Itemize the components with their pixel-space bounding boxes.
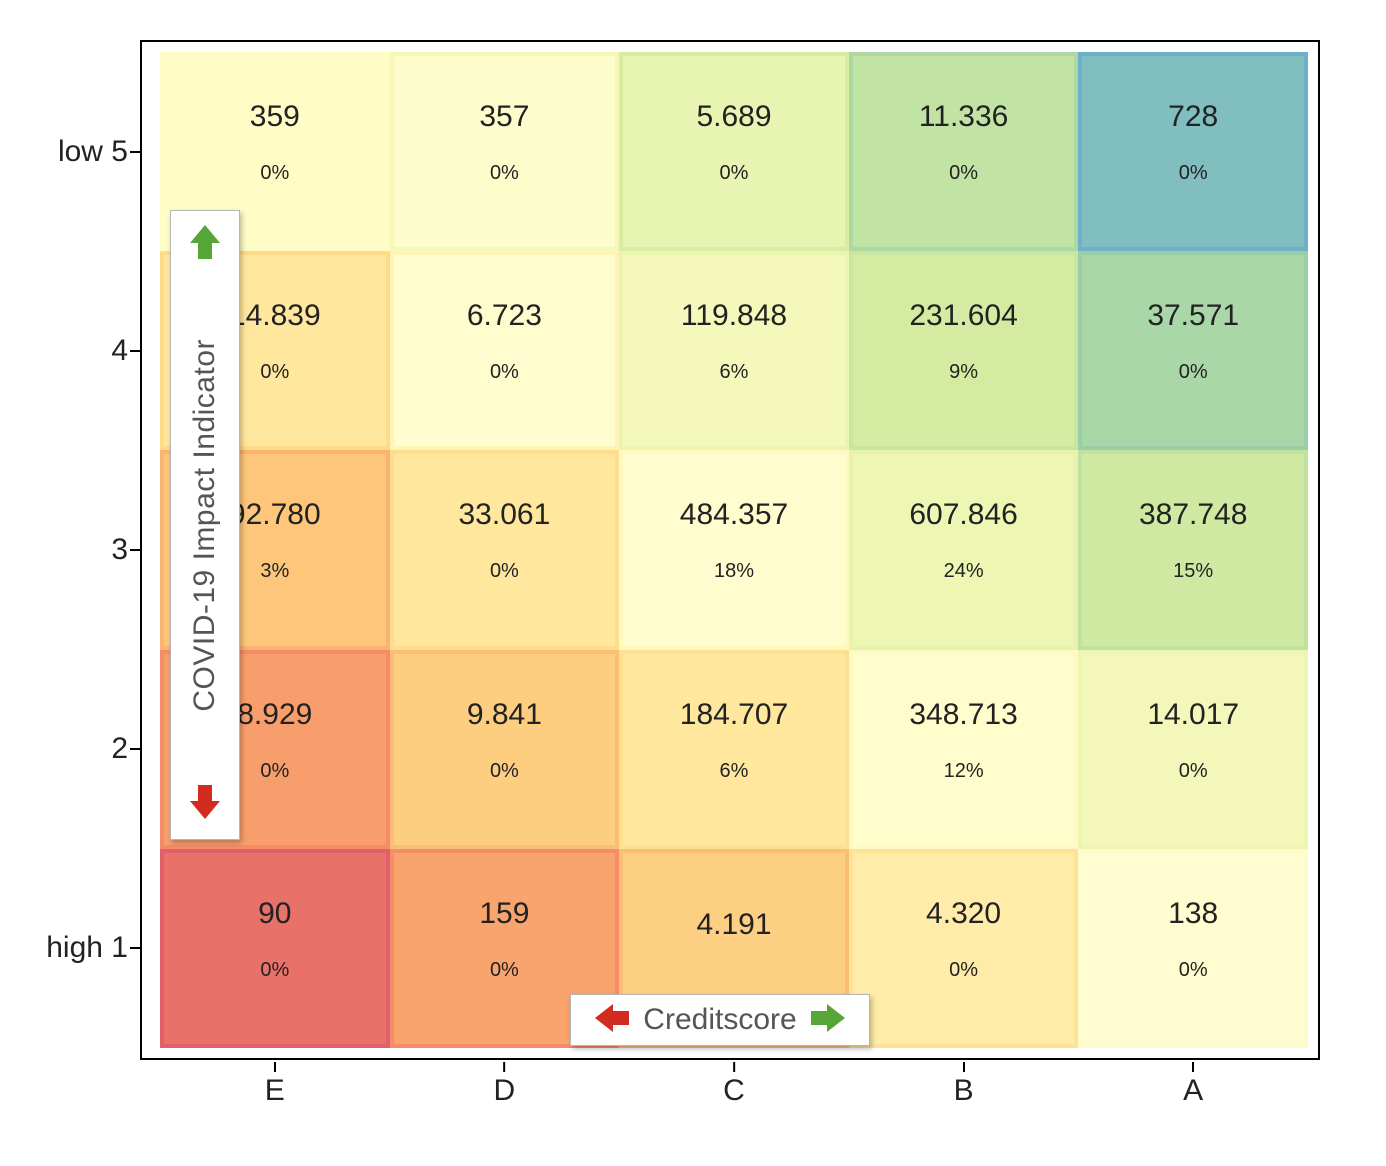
heatmap-cell: 4.320 0% [849, 849, 1079, 1048]
heatmap-cell: 231.604 9% [849, 251, 1079, 450]
cell-value: 119.848 [681, 299, 787, 333]
x-axis-label: Creditscore [643, 1003, 796, 1037]
cell-value: 14.017 [1147, 698, 1239, 732]
cell-value: 9.841 [467, 698, 542, 732]
cell-value: 159 [479, 897, 529, 931]
cell-percent: 9% [949, 361, 978, 384]
cell-percent: 0% [490, 361, 519, 384]
cell-percent: 0% [490, 162, 519, 185]
cell-value: 4.191 [696, 908, 771, 942]
arrow-up-icon [190, 225, 220, 265]
heatmap-cell: 484.357 18% [619, 450, 849, 649]
cell-value: 484.357 [680, 498, 788, 532]
cell-value: 37.571 [1147, 299, 1239, 333]
cell-percent: 0% [1179, 959, 1208, 982]
cell-percent: 0% [260, 162, 289, 185]
heatmap-cell: 90 0% [160, 849, 390, 1048]
cell-percent: 0% [720, 162, 749, 185]
heatmap-cell: 5.689 0% [619, 52, 849, 251]
y-tick-label: 3 [34, 533, 128, 567]
cell-percent: 0% [1179, 361, 1208, 384]
heatmap-cell: 33.061 0% [390, 450, 620, 649]
cell-value: 348.713 [909, 698, 1017, 732]
heatmap-cell: 6.723 0% [390, 251, 620, 450]
y-tick-label: low 5 [34, 135, 128, 169]
cell-percent: 6% [720, 361, 749, 384]
y-tick-label: high 1 [34, 931, 128, 965]
heatmap-cell: 607.846 24% [849, 450, 1079, 649]
heatmap-cell: 37.571 0% [1078, 251, 1308, 450]
cell-percent: 15% [1173, 560, 1213, 583]
cell-percent: 0% [260, 361, 289, 384]
cell-value: 607.846 [909, 498, 1017, 532]
heatmap-cell: 728 0% [1078, 52, 1308, 251]
y-axis: low 5 4 3 2 high 1 [30, 40, 128, 1060]
cell-percent: 18% [714, 560, 754, 583]
x-tick-label: C [723, 1074, 745, 1108]
cell-value: 231.604 [909, 299, 1017, 333]
cell-value: 728 [1168, 100, 1218, 134]
cell-percent: 24% [944, 560, 984, 583]
cell-value: 5.689 [696, 100, 771, 134]
cell-value: 11.336 [919, 100, 1009, 134]
x-tick-label: B [954, 1074, 974, 1108]
x-tick-label: A [1183, 1074, 1203, 1108]
cell-percent: 0% [490, 560, 519, 583]
cell-value: 184.707 [680, 698, 788, 732]
heatmap-cell: 119.848 6% [619, 251, 849, 450]
heatmap-cell: 387.748 15% [1078, 450, 1308, 649]
heatmap-cell: 138 0% [1078, 849, 1308, 1048]
cell-value: 8.929 [237, 698, 312, 732]
cell-percent: 3% [260, 560, 289, 583]
cell-value: 33.061 [459, 498, 551, 532]
cell-value: 138 [1168, 897, 1218, 931]
arrow-right-icon [811, 1002, 845, 1038]
cell-percent: 0% [260, 760, 289, 783]
heatmap-chart: 3590%3570%5.6890%11.3360%7280%14.8390%6.… [30, 30, 1356, 1136]
heatmap-cell: 184.707 6% [619, 650, 849, 849]
heatmap-cell: 11.336 0% [849, 52, 1079, 251]
cell-percent: 0% [490, 760, 519, 783]
y-tick-label: 4 [34, 334, 128, 368]
y-axis-label-callout: COVID-19 Impact Indicator [170, 210, 240, 840]
cell-percent: 0% [949, 959, 978, 982]
cell-percent: 0% [949, 162, 978, 185]
x-tick-label: D [494, 1074, 516, 1108]
heatmap-grid: 3590%3570%5.6890%11.3360%7280%14.8390%6.… [160, 52, 1308, 1048]
cell-value: 387.748 [1139, 498, 1247, 532]
cell-value: 357 [479, 100, 529, 134]
y-axis-label: COVID-19 Impact Indicator [188, 339, 222, 712]
arrow-left-icon [595, 1002, 629, 1038]
cell-value: 90 [258, 897, 291, 931]
cell-value: 92.780 [229, 498, 321, 532]
cell-percent: 0% [1179, 162, 1208, 185]
heatmap-cell: 9.841 0% [390, 650, 620, 849]
heatmap-cell: 14.017 0% [1078, 650, 1308, 849]
heatmap-cell: 357 0% [390, 52, 620, 251]
cell-value: 359 [250, 100, 300, 134]
cell-value: 4.320 [926, 897, 1001, 931]
y-tick-label: 2 [34, 732, 128, 766]
cell-percent: 0% [260, 959, 289, 982]
x-tick-label: E [265, 1074, 285, 1108]
cell-percent: 12% [944, 760, 984, 783]
cell-percent: 0% [490, 959, 519, 982]
cell-percent: 6% [720, 760, 749, 783]
cell-value: 14.839 [229, 299, 321, 333]
cell-percent: 0% [1179, 760, 1208, 783]
x-axis-label-callout: Creditscore [570, 994, 870, 1046]
arrow-down-icon [190, 785, 220, 825]
cell-value: 6.723 [467, 299, 542, 333]
heatmap-cell: 348.713 12% [849, 650, 1079, 849]
x-axis: EDCBA [140, 1074, 1320, 1124]
